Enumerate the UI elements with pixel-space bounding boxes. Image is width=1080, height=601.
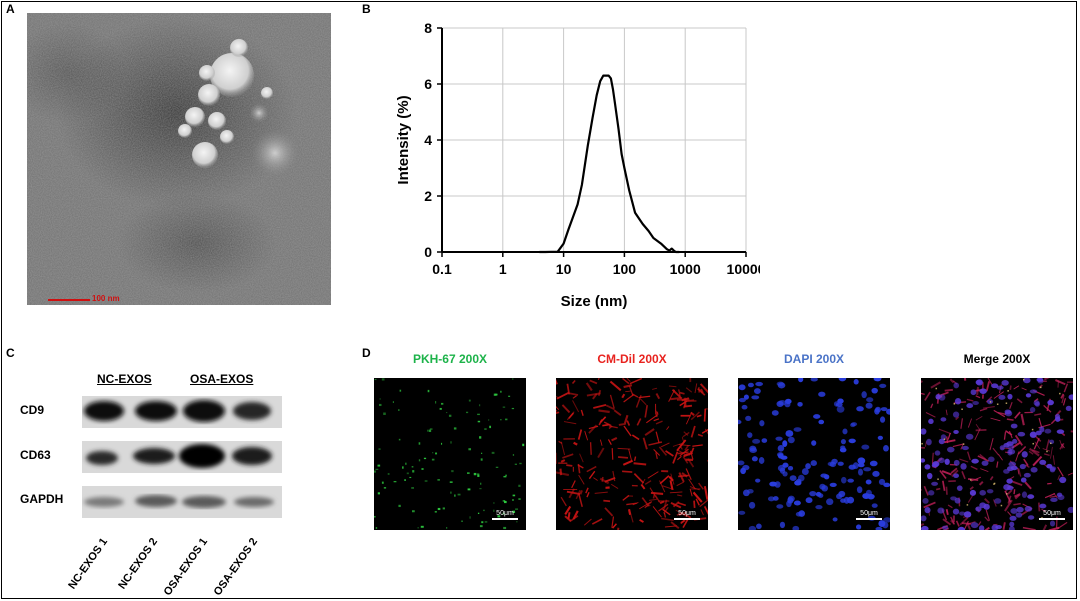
cmdil-scale-bar: 50μm <box>674 510 700 520</box>
panel-a-label: A <box>6 2 15 16</box>
x-tick-label: 100 <box>613 261 637 277</box>
y-tick-label: 0 <box>424 244 432 260</box>
dapi-scale-bar: 50μm <box>856 510 882 520</box>
tem-scale-text: 100 nm <box>92 294 120 303</box>
tem-micrograph <box>27 13 331 305</box>
panel-b-label: B <box>362 2 371 16</box>
intensity-series-line <box>539 74 680 254</box>
merge-image: 50μm <box>921 378 1073 530</box>
x-axis-title: Size (nm) <box>561 293 628 310</box>
blot-strip-gapdh <box>82 486 282 518</box>
x-tick-label: 10 <box>556 261 572 277</box>
dapi-title: DAPI 200X <box>783 352 845 366</box>
blot-strip-cd63 <box>82 441 282 473</box>
pkh67-title: PKH-67 200X <box>412 352 488 366</box>
cmdil-title: CM-Dil 200X <box>597 352 667 366</box>
panel-d-label: D <box>362 346 371 360</box>
blot-strip-cd9 <box>82 396 282 428</box>
tem-scale-bar <box>48 299 90 301</box>
row-label-cd9: CD9 <box>20 403 45 417</box>
x-tick-label: 1000 <box>670 261 701 277</box>
dapi-image: 50μm <box>738 378 890 530</box>
pkh67-scale-bar: 50μm <box>492 510 518 520</box>
group-header-nc: NC-EXOS <box>97 372 152 386</box>
y-axis-title: Intensity (%) <box>395 95 412 184</box>
pkh67-image: 50μm <box>374 378 526 530</box>
cmdil-image: 50μm <box>556 378 708 530</box>
y-tick-label: 2 <box>424 188 432 204</box>
x-tick-label: 0.1 <box>432 261 452 277</box>
merge-scale-bar: 50μm <box>1039 510 1065 520</box>
row-label-cd63: CD63 <box>20 448 51 462</box>
x-tick-label: 1 <box>499 261 507 277</box>
row-label-gapdh: GAPDH <box>20 492 64 506</box>
panel-c-label: C <box>6 346 15 360</box>
group-header-osa: OSA-EXOS <box>190 372 254 386</box>
y-tick-label: 8 <box>424 20 432 36</box>
y-tick-label: 6 <box>424 76 432 92</box>
y-tick-label: 4 <box>424 132 432 148</box>
merge-title: Merge 200X <box>963 352 1031 366</box>
